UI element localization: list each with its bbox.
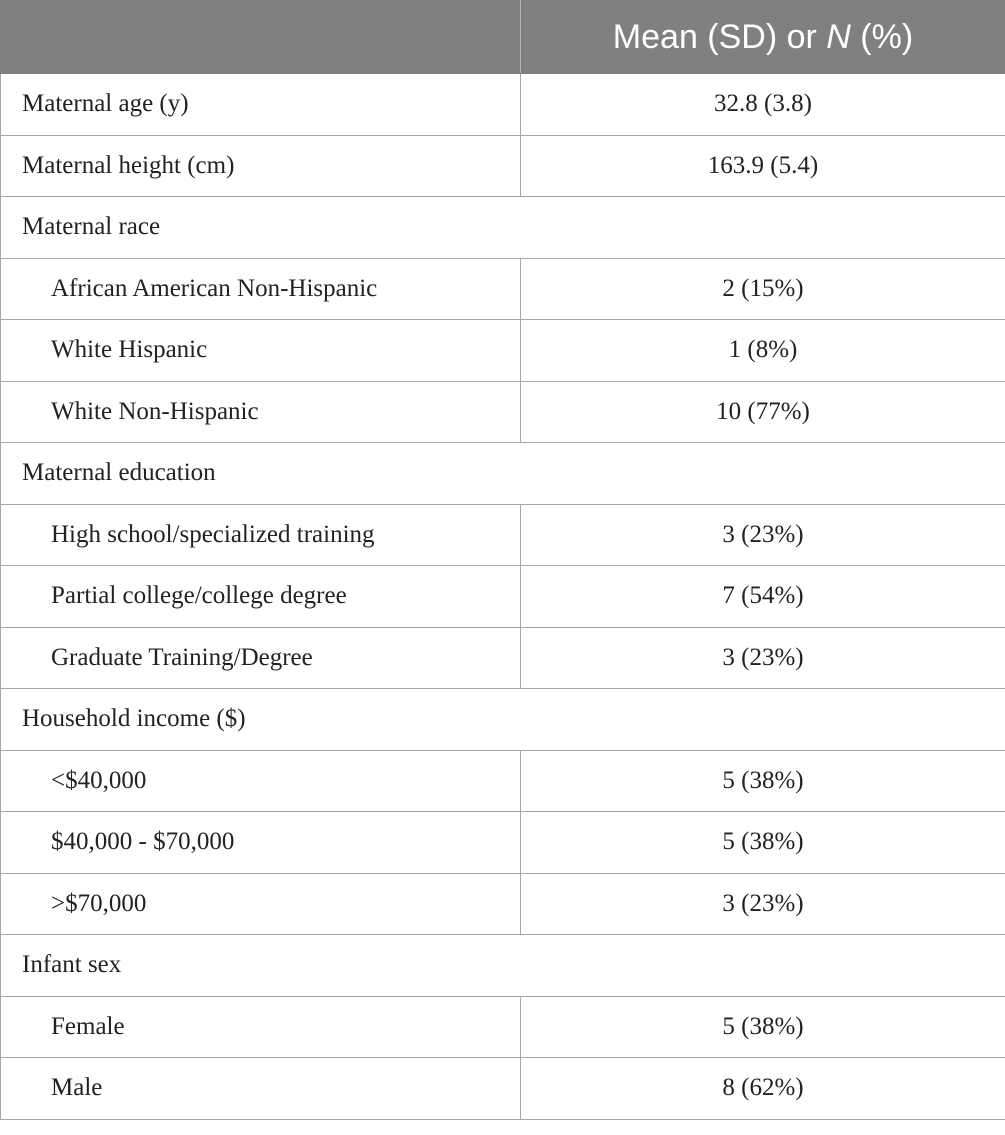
- section-label: Infant sex: [0, 934, 521, 997]
- section-row: Household income ($): [0, 688, 1005, 751]
- row-label: Partial college/college degree: [0, 565, 521, 628]
- row-value: 1 (8%): [520, 319, 1005, 382]
- header-row: Mean (SD) or N (%): [0, 0, 1005, 74]
- row-value: 3 (23%): [520, 626, 1005, 689]
- row-label: Maternal height (cm): [0, 134, 521, 197]
- row-label: >$70,000: [0, 872, 521, 935]
- section-row: Maternal race: [0, 196, 1005, 259]
- table-row: Female 5 (38%): [0, 995, 1005, 1058]
- section-label: Maternal education: [0, 442, 521, 505]
- header-cell-label: [0, 0, 521, 74]
- table-row: African American Non-Hispanic 2 (15%): [0, 257, 1005, 320]
- row-label: African American Non-Hispanic: [0, 257, 521, 320]
- header-text-part2: (%): [850, 17, 914, 56]
- row-value: 10 (77%): [520, 380, 1005, 443]
- section-label: Maternal race: [0, 196, 521, 259]
- row-value: [520, 934, 1005, 997]
- row-value: 3 (23%): [520, 503, 1005, 566]
- row-label: High school/specialized training: [0, 503, 521, 566]
- section-row: Maternal education: [0, 442, 1005, 505]
- row-value: 7 (54%): [520, 565, 1005, 628]
- table-row: High school/specialized training 3 (23%): [0, 503, 1005, 566]
- row-value: 5 (38%): [520, 811, 1005, 874]
- row-value: 8 (62%): [520, 1057, 1005, 1120]
- table-row: Maternal height (cm) 163.9 (5.4): [0, 134, 1005, 197]
- table-row: $40,000 - $70,000 5 (38%): [0, 811, 1005, 874]
- row-label: White Non-Hispanic: [0, 380, 521, 443]
- header-text-italic: N: [826, 17, 851, 56]
- row-label: Male: [0, 1057, 521, 1120]
- header-cell-statistic: Mean (SD) or N (%): [520, 0, 1005, 74]
- table-row: Maternal age (y) 32.8 (3.8): [0, 73, 1005, 136]
- row-label: Graduate Training/Degree: [0, 626, 521, 689]
- row-label: $40,000 - $70,000: [0, 811, 521, 874]
- table-row: <$40,000 5 (38%): [0, 749, 1005, 812]
- row-value: [520, 442, 1005, 505]
- row-value: 3 (23%): [520, 872, 1005, 935]
- row-value: 5 (38%): [520, 749, 1005, 812]
- header-text-part1: Mean (SD) or: [612, 17, 827, 56]
- row-value: [520, 688, 1005, 751]
- row-label: White Hispanic: [0, 319, 521, 382]
- table-row: >$70,000 3 (23%): [0, 872, 1005, 935]
- row-value: 32.8 (3.8): [520, 73, 1005, 136]
- row-value: 5 (38%): [520, 995, 1005, 1058]
- table-row: White Hispanic 1 (8%): [0, 319, 1005, 382]
- table-row: Partial college/college degree 7 (54%): [0, 565, 1005, 628]
- section-row: Infant sex: [0, 934, 1005, 997]
- row-value: 163.9 (5.4): [520, 134, 1005, 197]
- row-label: Female: [0, 995, 521, 1058]
- row-label: Maternal age (y): [0, 73, 521, 136]
- row-value: 2 (15%): [520, 257, 1005, 320]
- table-row: Male 8 (62%): [0, 1057, 1005, 1120]
- row-value: [520, 196, 1005, 259]
- section-label: Household income ($): [0, 688, 521, 751]
- table-row: White Non-Hispanic 10 (77%): [0, 380, 1005, 443]
- row-label: <$40,000: [0, 749, 521, 812]
- table-row: Graduate Training/Degree 3 (23%): [0, 626, 1005, 689]
